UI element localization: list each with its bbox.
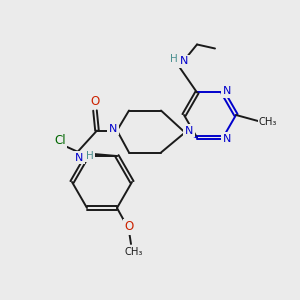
Text: H: H [86, 151, 94, 160]
Text: Cl: Cl [54, 134, 66, 146]
Text: O: O [90, 95, 100, 108]
Text: H: H [170, 55, 178, 64]
Text: N: N [223, 86, 231, 97]
Text: N: N [223, 134, 231, 143]
Text: N: N [109, 124, 117, 134]
Text: N: N [75, 152, 83, 163]
Text: CH₃: CH₃ [125, 247, 143, 257]
Text: O: O [124, 220, 134, 233]
Text: CH₃: CH₃ [259, 117, 277, 127]
Text: N: N [185, 125, 193, 136]
Text: N: N [180, 56, 188, 67]
